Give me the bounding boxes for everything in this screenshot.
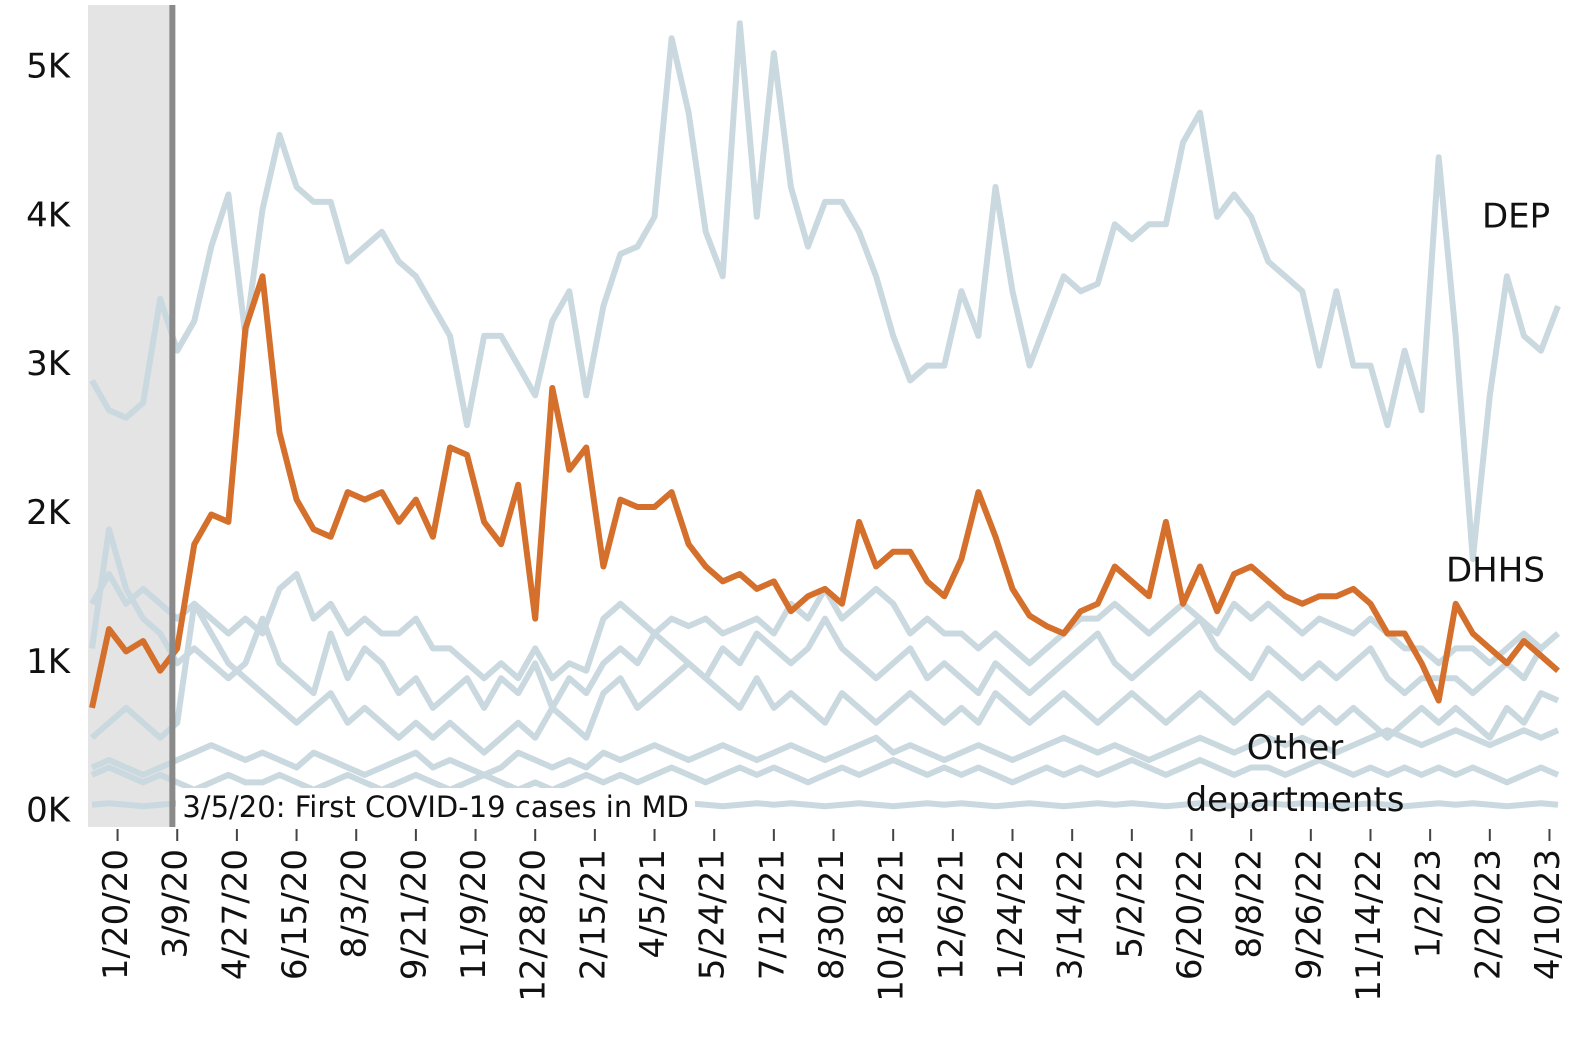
series-line bbox=[89, 20, 1561, 563]
y-tick-label: 2K bbox=[26, 493, 72, 533]
x-tick-label: 7/12/21 bbox=[752, 849, 792, 980]
y-tick-label: 0K bbox=[26, 791, 72, 831]
x-tick-label: 8/30/21 bbox=[812, 849, 852, 980]
x-tick-label: 6/20/22 bbox=[1170, 849, 1210, 980]
x-tick-label: 8/8/22 bbox=[1230, 849, 1270, 958]
x-tick-label: 9/21/20 bbox=[394, 849, 434, 980]
x-tick-label: 1/20/20 bbox=[96, 849, 136, 980]
x-tick-label: 4/5/21 bbox=[633, 849, 673, 958]
x-tick-label: 2/15/21 bbox=[573, 849, 613, 980]
x-tick-label: 12/28/20 bbox=[514, 849, 554, 1002]
y-tick-label: 1K bbox=[26, 642, 72, 682]
x-tick-label: 11/9/20 bbox=[454, 849, 494, 980]
dhhs-label: DHHS bbox=[1446, 551, 1545, 591]
series-line bbox=[89, 273, 1560, 709]
event-label: 3/5/20: First COVID-19 cases in MD bbox=[176, 788, 695, 826]
other-line bbox=[90, 757, 1560, 793]
y-tick-label: 5K bbox=[26, 46, 72, 86]
x-tick-label: 9/26/22 bbox=[1289, 849, 1329, 980]
other-line bbox=[90, 727, 1560, 778]
other-line bbox=[90, 600, 1560, 756]
y-tick-label: 4K bbox=[26, 195, 72, 235]
x-tick-label: 4/10/23 bbox=[1528, 849, 1568, 980]
x-tick-label: 3/14/22 bbox=[1051, 849, 1091, 980]
x-tick-label: 10/18/21 bbox=[872, 849, 912, 1002]
x-tick-label: 12/6/21 bbox=[931, 849, 971, 980]
lines-layer bbox=[89, 20, 1561, 810]
dep-label: DEP bbox=[1482, 197, 1550, 237]
x-tick-label: 6/15/20 bbox=[275, 849, 315, 980]
x-tick-label: 5/24/21 bbox=[693, 849, 733, 980]
axes-layer: 0K 1K 2K 3K 4K 5K 1/20/20 3/9/20 4/27/20 6/15/20 8… bbox=[26, 5, 1568, 1002]
x-tick-label: 1/2/23 bbox=[1409, 849, 1449, 958]
x-tick-label: 4/27/20 bbox=[215, 849, 255, 980]
x-tick-label: 5/2/22 bbox=[1110, 849, 1150, 958]
x-tick-label: 11/14/22 bbox=[1349, 849, 1389, 1002]
x-tick-label: 3/9/20 bbox=[156, 849, 196, 958]
y-tick-label: 3K bbox=[26, 344, 72, 384]
x-tick-label: 8/3/20 bbox=[335, 849, 375, 958]
x-tick-label: 2/20/23 bbox=[1468, 849, 1508, 980]
other-line bbox=[89, 526, 1560, 711]
other-label: Other departments bbox=[1185, 728, 1405, 820]
x-tick-label: 1/24/22 bbox=[991, 849, 1031, 980]
